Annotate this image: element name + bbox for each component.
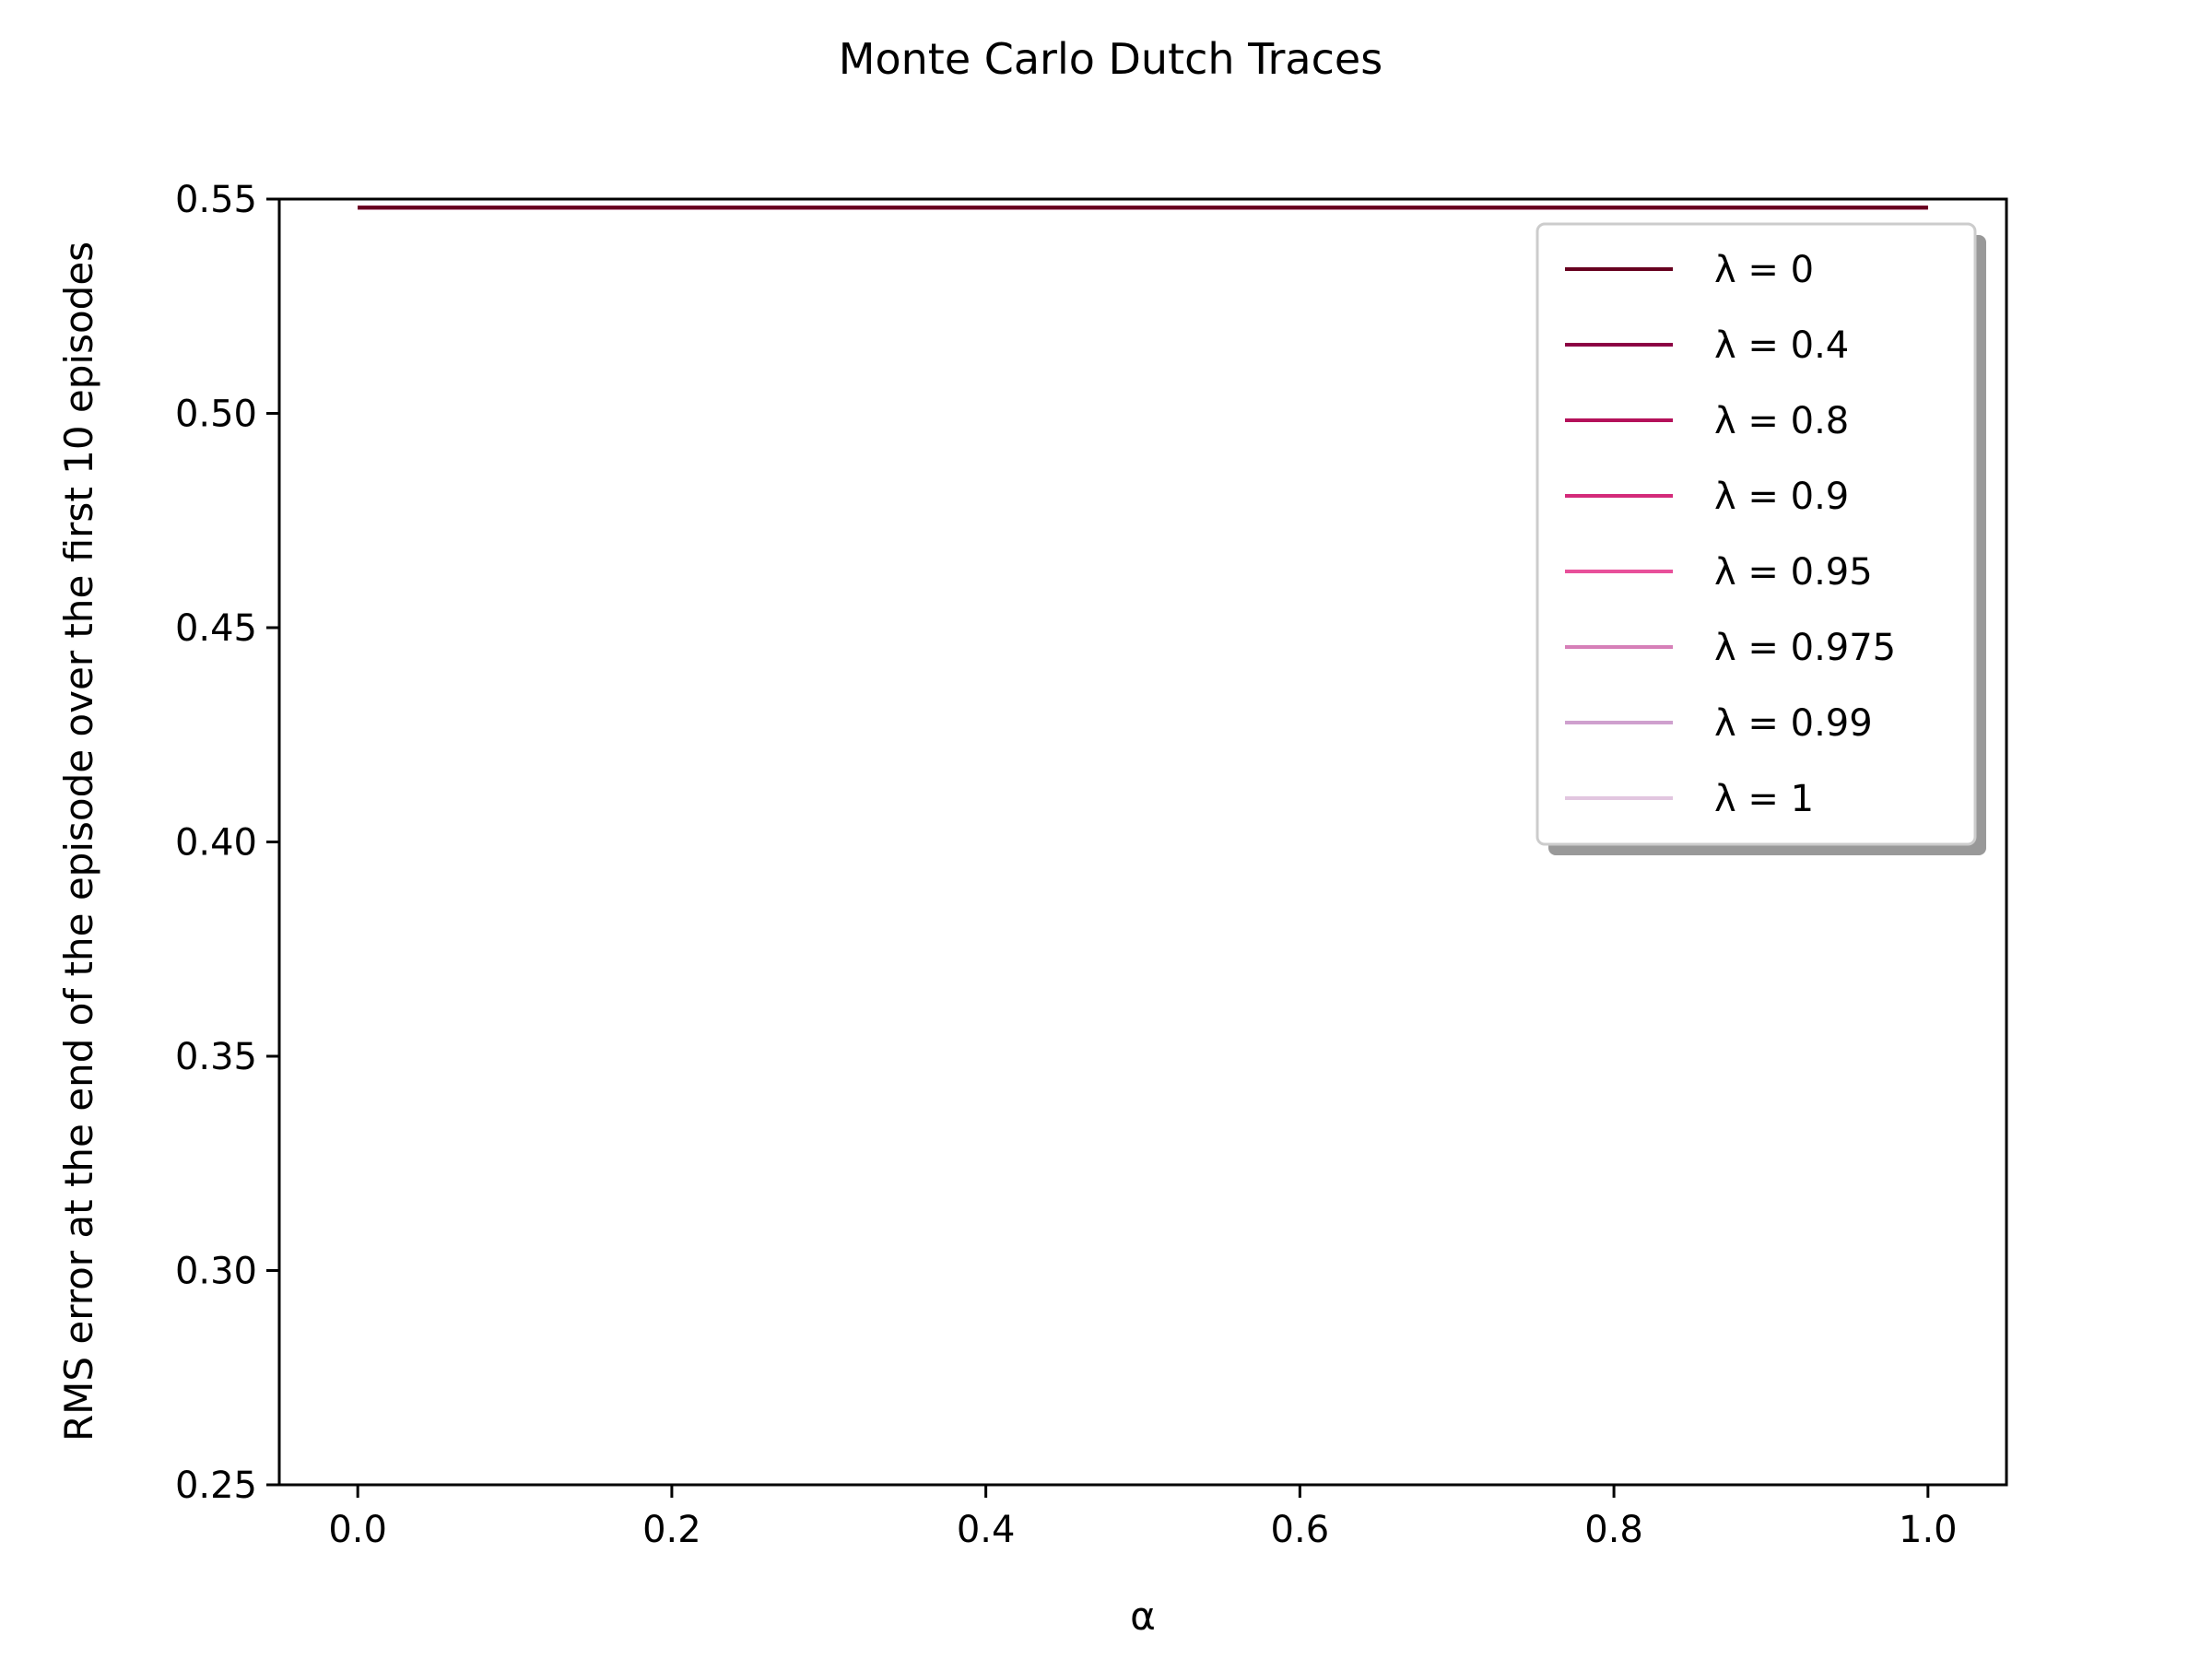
y-axis: 0.25 0.30 0.35 0.40 0.45 0.50 0.55 [175, 179, 279, 1507]
legend-label: λ = 0.9 [1714, 476, 1849, 518]
legend-label: λ = 0.99 [1714, 702, 1873, 745]
x-tick-label: 0.8 [1584, 1509, 1643, 1551]
x-axis: 0.0 0.2 0.4 0.6 0.8 1.0 [328, 1485, 1958, 1551]
x-axis-label: α [1130, 1594, 1156, 1639]
legend-box [1535, 222, 1977, 846]
y-tick-label: 0.45 [175, 607, 257, 650]
y-tick-label: 0.40 [175, 822, 257, 865]
legend-label: λ = 0.975 [1714, 627, 1896, 669]
x-tick-label: 1.0 [1899, 1509, 1958, 1551]
legend-label: λ = 0.4 [1714, 324, 1849, 367]
legend-label: λ = 0 [1714, 249, 1814, 291]
y-tick-label: 0.25 [175, 1465, 257, 1507]
x-tick-label: 0.4 [957, 1509, 1016, 1551]
x-tick-label: 0.2 [642, 1509, 701, 1551]
y-axis-label: RMS error at the end of the episode over… [56, 241, 101, 1441]
y-tick-label: 0.30 [175, 1251, 257, 1293]
x-tick-label: 0.6 [1271, 1509, 1330, 1551]
legend-label: λ = 0.95 [1714, 551, 1873, 594]
y-tick-label: 0.50 [175, 394, 257, 436]
legend-label: λ = 1 [1714, 778, 1814, 820]
chart-title: Monte Carlo Dutch Traces [839, 34, 1382, 84]
y-tick-label: 0.35 [175, 1036, 257, 1078]
legend-label: λ = 0.8 [1714, 400, 1849, 442]
x-tick-label: 0.0 [328, 1509, 387, 1551]
y-tick-label: 0.55 [175, 179, 257, 221]
legend: λ = 0 λ = 0.4 λ = 0.8 λ = 0.9 λ = 0.95 λ = 0.… [1535, 222, 1986, 855]
